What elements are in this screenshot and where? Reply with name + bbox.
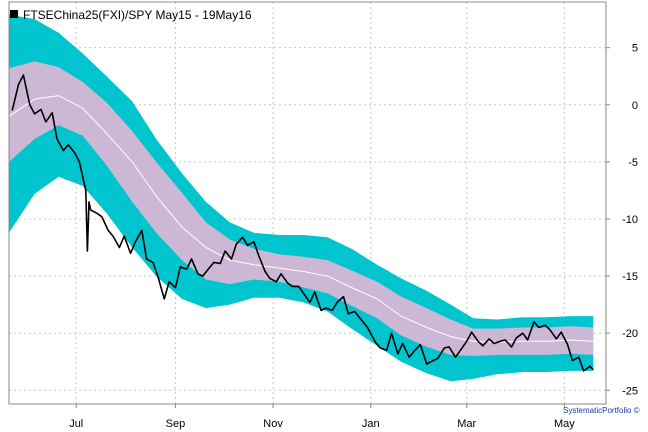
plot-border <box>8 1 607 405</box>
legend: FTSEChina25(FXI)/SPY May15 - 19May16 <box>10 8 252 22</box>
y-tick-label: -5 <box>628 157 638 169</box>
x-tick-label: May <box>554 418 575 430</box>
y-tick-label: -25 <box>622 385 638 397</box>
legend-label: FTSEChina25(FXI)/SPY May15 - 19May16 <box>23 8 252 22</box>
x-tick-label: Mar <box>457 418 476 430</box>
y-tick-label: -10 <box>622 214 638 226</box>
y-tick-label: -20 <box>622 328 638 340</box>
credit-label: SystematicPortfolio © <box>563 406 640 415</box>
ratio-series-line <box>11 74 594 372</box>
series-lines <box>11 74 594 372</box>
x-tick-label: Jul <box>69 418 83 430</box>
legend-swatch <box>10 10 18 18</box>
x-tick-label: Jan <box>362 418 380 430</box>
inner-band <box>9 61 594 357</box>
x-tick-label: Sep <box>166 418 186 430</box>
y-tick-label: 0 <box>632 100 638 112</box>
axis-ticks: Jul Sep Nov Jan Mar May 5 0 -5 -10 -15 -20 -25 <box>69 43 638 430</box>
x-tick-label: Nov <box>263 418 283 430</box>
y-tick-label: -15 <box>622 271 638 283</box>
y-tick-label: 5 <box>632 43 638 55</box>
